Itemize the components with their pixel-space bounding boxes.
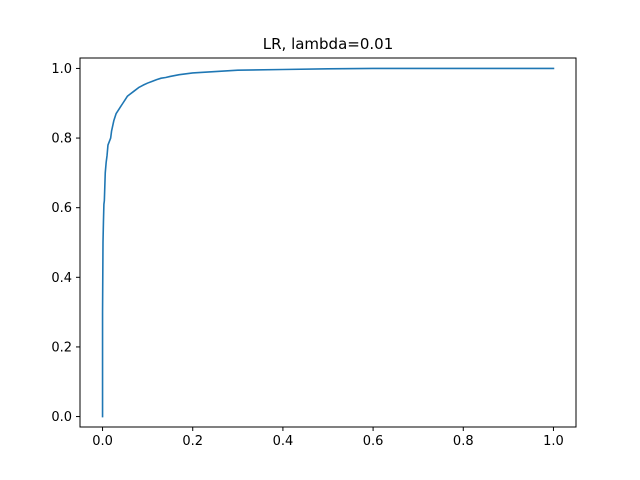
x-tick-label: 0.4 (273, 434, 294, 449)
y-tick-label: 0.6 (51, 201, 72, 216)
axes-frame (79, 57, 577, 428)
y-tick-label: 0.8 (51, 132, 72, 147)
y-tick-label: 0.2 (51, 340, 72, 355)
plot-area: 0.0 0.2 0.4 0.6 0.8 1.0 0.0 0.2 0.4 0.6 0.8 1.0 (51, 62, 563, 449)
y-tick-label: 0.4 (51, 271, 72, 286)
y-tick-label: 0.0 (51, 410, 72, 425)
chart-title: LR, lambda=0.01 (263, 35, 394, 53)
x-tick-label: 0.0 (92, 434, 113, 449)
y-tick-label: 1.0 (51, 62, 72, 77)
x-tick-label: 1.0 (543, 434, 564, 449)
x-tick-label: 0.2 (182, 434, 203, 449)
x-tick-label: 0.6 (363, 434, 384, 449)
series-line (101, 67, 555, 418)
x-tick-label: 0.8 (453, 434, 474, 449)
